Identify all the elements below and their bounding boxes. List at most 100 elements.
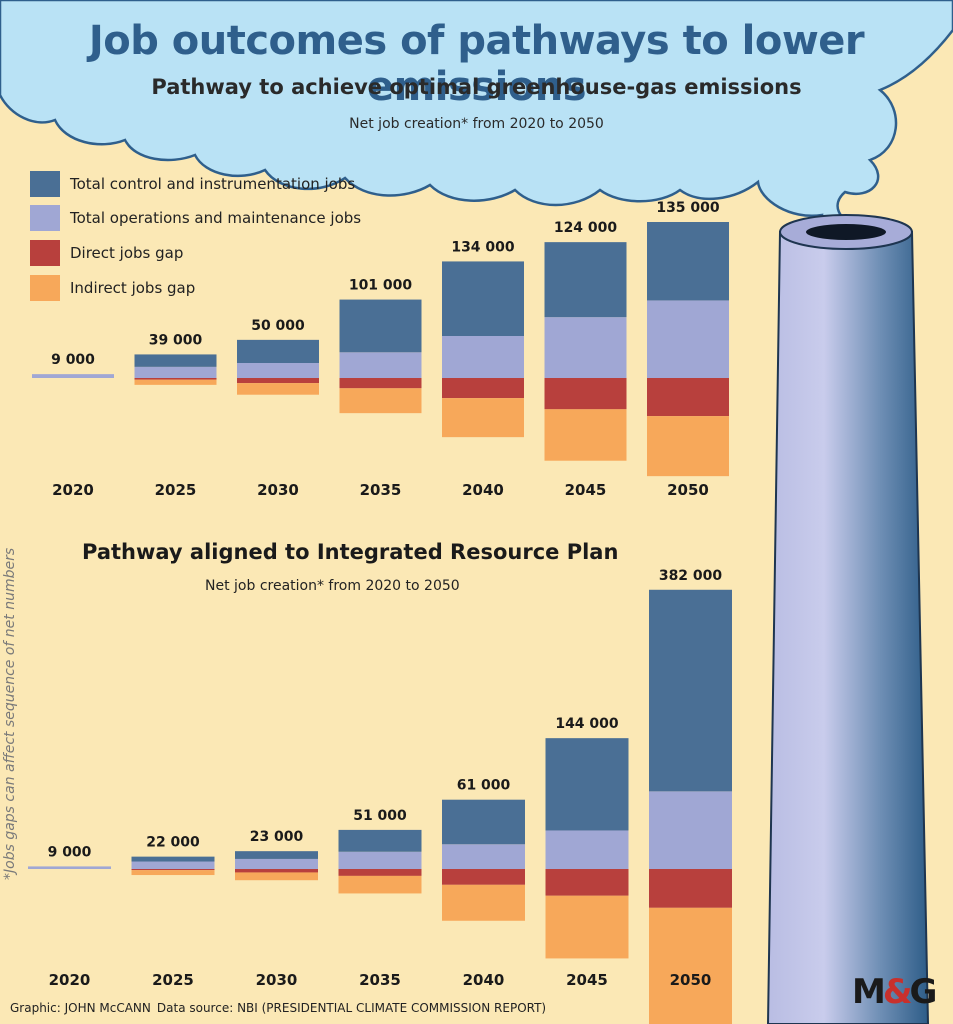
chart2-subtitle: Net job creation* from 2020 to 2050 [205,578,460,594]
chart-integrated-resource-plan: 9 000 2020 22 000 2025 23 000 2030 51 000 2035 6… [28,568,732,1024]
bar-segment-indirect-jobs-gap [237,383,319,395]
total-label: 144 000 [555,716,619,732]
year-label: 2025 [152,971,194,989]
bar-segment-direct-jobs-gap [131,869,215,871]
bar-segment-control-instrumentation [338,829,422,852]
legend-item: Direct jobs gap [30,240,183,266]
bar-segment-direct-jobs-gap [134,378,217,380]
total-label: 23 000 [250,829,304,845]
year-label: 2020 [49,971,91,989]
bar-segment-operations-maintenance [647,300,729,378]
year-label: 2035 [359,971,401,989]
bar-segment-direct-jobs-gap [647,378,729,417]
year-label: 2030 [256,971,298,989]
bar-segment-operations-maintenance [28,866,111,869]
bar-segment-indirect-jobs-gap [545,895,629,959]
year-label: 2050 [667,481,709,499]
total-label: 101 000 [349,278,413,294]
bar-segment-direct-jobs-gap [442,378,524,399]
legend-swatch [30,171,60,197]
bar-segment-direct-jobs-gap [545,869,629,896]
bar-segment-direct-jobs-gap [235,869,318,873]
page-title: Job outcomes of pathways to lower emissi… [88,18,865,110]
bar-segment-operations-maintenance [131,861,215,869]
bar-segment-indirect-jobs-gap [544,409,627,461]
year-label: 2040 [462,481,504,499]
bar-segment-control-instrumentation [442,261,524,337]
total-label: 134 000 [451,239,515,255]
bar-segment-operations-maintenance [442,336,524,378]
legend-label: Total control and instrumentation jobs [70,175,356,193]
legend-label: Direct jobs gap [70,244,184,262]
total-label: 382 000 [659,568,723,584]
bar-segment-control-instrumentation [545,738,629,831]
bar-segment-control-instrumentation [649,589,732,792]
total-label: 135 000 [656,200,720,216]
bar-segment-control-instrumentation [237,339,319,364]
legend-label: Total operations and maintenance jobs [70,209,362,227]
credit-line: Graphic: JOHN McCANN Data source: NBI (PR… [10,1001,546,1015]
cloud-shape [0,0,953,233]
bar-segment-indirect-jobs-gap [442,884,525,921]
bar-segment-indirect-jobs-gap [339,388,422,414]
logo-g: G [909,972,938,1012]
bar-segment-operations-maintenance [649,791,732,869]
bar-segment-control-instrumentation [235,851,318,859]
bar-segment-direct-jobs-gap [338,869,422,876]
total-label: 50 000 [251,318,305,334]
total-label: 39 000 [149,332,203,348]
bar-segment-indirect-jobs-gap [134,379,217,385]
side-note: *Jobs gaps can affect sequence of net nu… [2,547,18,880]
legend-swatch [30,205,60,231]
chart-optimal-emissions: 9 000 2020 39 000 2025 50 000 2030 101 000 2035… [32,200,729,499]
legend-item: Total control and instrumentation jobs [30,171,355,197]
year-label: 2035 [360,481,402,499]
legend-swatch [30,275,60,301]
bar-segment-control-instrumentation [131,856,215,862]
bar-segment-control-instrumentation [339,299,422,353]
logo-ampersand: & [882,972,913,1012]
bar-segment-direct-jobs-gap [544,378,627,410]
legend-item: Indirect jobs gap [30,275,195,301]
publisher-logo: M&G [852,972,938,1012]
bar-segment-operations-maintenance [442,844,525,869]
year-label: 2045 [566,971,608,989]
bar-segment-indirect-jobs-gap [235,872,318,881]
total-label: 124 000 [554,220,618,236]
total-label: 22 000 [146,835,200,851]
smoke-stack [766,214,930,1024]
chart1-title: Pathway to achieve optimal greenhouse-ga… [151,75,802,99]
bar-segment-direct-jobs-gap [649,869,732,908]
legend-item: Total operations and maintenance jobs [30,205,361,231]
bar-segment-control-instrumentation [647,222,729,301]
bar-segment-operations-maintenance [544,317,627,378]
legend-swatch [30,240,60,266]
bar-segment-operations-maintenance [235,858,318,869]
bar-segment-operations-maintenance [32,374,114,378]
bar-segment-indirect-jobs-gap [442,398,524,438]
bar-segment-direct-jobs-gap [237,378,319,384]
credit-source: Data source: NBI (PRESIDENTIAL CLIMATE C… [156,1001,547,1015]
bar-segment-operations-maintenance [134,366,217,378]
total-label: 9 000 [51,352,95,368]
total-label: 9 000 [48,844,92,860]
bar-segment-control-instrumentation [134,354,217,367]
bar-segment-direct-jobs-gap [339,378,422,389]
bar-segment-indirect-jobs-gap [649,907,732,1024]
year-label: 2050 [670,971,712,989]
logo-m: M [852,972,886,1012]
year-label: 2030 [257,481,299,499]
credit-graphic: Graphic: JOHN McCANN [10,1001,151,1015]
bar-segment-control-instrumentation [544,242,627,318]
year-label: 2045 [565,481,607,499]
chart1-subtitle: Net job creation* from 2020 to 2050 [349,116,604,132]
total-label: 61 000 [457,778,511,794]
bar-segment-control-instrumentation [442,799,525,845]
bar-segment-indirect-jobs-gap [647,416,729,477]
bar-segment-indirect-jobs-gap [338,875,422,894]
legend-label: Indirect jobs gap [70,279,196,297]
year-label: 2040 [463,971,505,989]
bar-segment-operations-maintenance [338,851,422,869]
bar-segment-operations-maintenance [339,352,422,378]
